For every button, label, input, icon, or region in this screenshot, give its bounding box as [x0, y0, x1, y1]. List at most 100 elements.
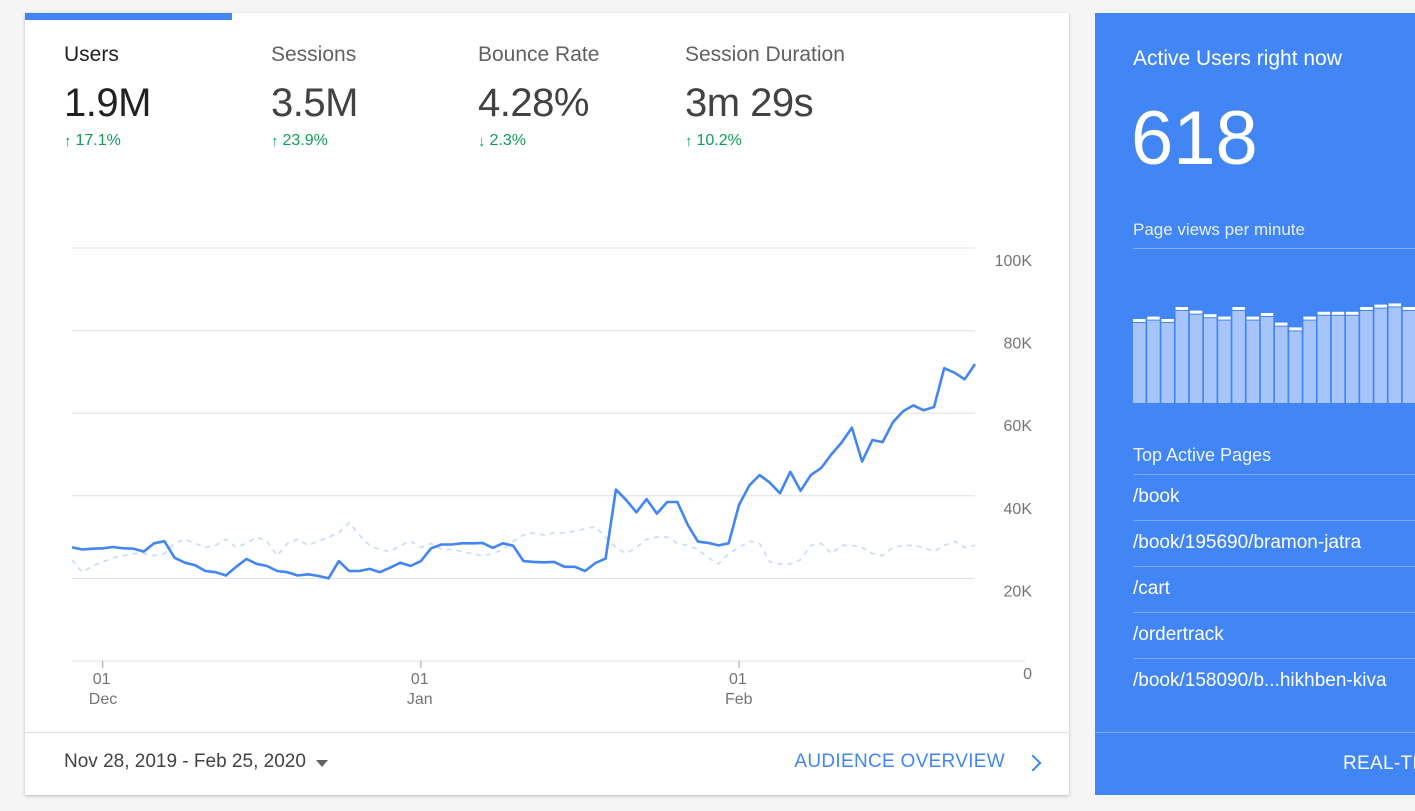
- pageviews-per-minute-chart: [1133, 303, 1415, 403]
- minibar-cap: [1346, 311, 1359, 315]
- metric-tab-users[interactable]: Users 1.9M ↑ 17.1%: [64, 43, 264, 150]
- realtime-report-link[interactable]: REAL-TI: [1343, 753, 1415, 774]
- metric-tab-bounce-rate[interactable]: Bounce Rate 4.28% ↓ 2.3%: [478, 43, 678, 150]
- minibar-cap: [1303, 316, 1316, 320]
- minibar-cap: [1218, 316, 1231, 320]
- minibar: [1246, 320, 1260, 403]
- metric-change: ↑ 23.9%: [271, 132, 471, 150]
- minibar: [1360, 311, 1373, 403]
- minibar-cap: [1402, 307, 1415, 310]
- y-tick-label: 60K: [1004, 418, 1033, 435]
- minibar-cap: [1246, 316, 1260, 320]
- y-tick-label: 0: [1023, 666, 1032, 683]
- active-users-count: 618: [1131, 96, 1258, 181]
- metric-change-value: 17.1%: [75, 132, 121, 149]
- metric-value: 3.5M: [271, 81, 358, 125]
- minibar-cap: [1289, 327, 1302, 331]
- minibar-cap: [1317, 311, 1331, 315]
- metric-change: ↑ 17.1%: [64, 132, 264, 150]
- minibar-cap: [1360, 307, 1373, 310]
- metric-value: 1.9M: [64, 81, 151, 125]
- minibar-cap: [1275, 322, 1288, 326]
- date-range-selector[interactable]: Nov 28, 2019 - Feb 25, 2020: [64, 751, 328, 773]
- metric-tab-sessions[interactable]: Sessions 3.5M ↑ 23.9%: [271, 43, 471, 150]
- minibar-cap: [1204, 314, 1217, 318]
- metric-change-value: 23.9%: [282, 132, 328, 149]
- minibar-cap: [1161, 319, 1174, 322]
- y-tick-label: 80K: [1004, 336, 1033, 353]
- arrow-down-icon: ↓: [478, 132, 486, 150]
- y-tick-label: 20K: [1004, 583, 1033, 600]
- date-range-label: Nov 28, 2019 - Feb 25, 2020: [64, 751, 306, 772]
- minibar: [1133, 323, 1146, 403]
- comparison-series-line: [71, 521, 976, 574]
- minibar: [1260, 317, 1274, 403]
- arrow-up-icon: ↑: [64, 132, 72, 150]
- pageviews-subtitle: Page views per minute: [1133, 220, 1305, 239]
- minibar: [1346, 315, 1359, 403]
- minibar-cap: [1189, 310, 1203, 314]
- audience-overview-label: AUDIENCE OVERVIEW: [794, 751, 1005, 772]
- list-item[interactable]: /book/195690/bramon-jatra: [1133, 520, 1415, 566]
- minibar: [1147, 320, 1160, 403]
- minibar-cap: [1374, 304, 1387, 308]
- metric-tab-session-duration[interactable]: Session Duration 3m 29s ↑ 10.2%: [685, 43, 885, 150]
- audience-overview-link[interactable]: AUDIENCE OVERVIEW: [794, 751, 1042, 773]
- metric-label: Session Duration: [685, 43, 845, 66]
- minibar-cap: [1388, 303, 1402, 307]
- minibar-cap: [1175, 307, 1189, 310]
- metric-label: Bounce Rate: [478, 43, 600, 66]
- x-tick-month: Jan: [407, 691, 433, 708]
- metric-change-value: 2.3%: [489, 132, 526, 149]
- minibar: [1232, 311, 1245, 403]
- y-tick-label: 40K: [1004, 501, 1033, 518]
- minibar: [1303, 320, 1316, 403]
- divider: [1133, 248, 1415, 249]
- x-tick-day: 01: [93, 671, 111, 688]
- metric-value: 4.28%: [478, 81, 589, 125]
- x-tick-day: 01: [411, 671, 429, 688]
- minibar-cap: [1331, 311, 1345, 315]
- metric-change: ↑ 10.2%: [685, 132, 885, 150]
- metric-label: Sessions: [271, 43, 357, 66]
- list-item[interactable]: /cart: [1133, 566, 1415, 612]
- metric-value: 3m 29s: [685, 81, 814, 125]
- minibar: [1175, 311, 1189, 403]
- divider: [1095, 732, 1415, 733]
- audience-card: Users 1.9M ↑ 17.1% Sessions 3.5M ↑ 23.9%…: [25, 13, 1069, 795]
- realtime-title: Active Users right now: [1133, 47, 1342, 70]
- x-tick-month: Feb: [725, 691, 753, 708]
- minibar: [1402, 311, 1415, 403]
- metric-change-value: 10.2%: [696, 132, 742, 149]
- minibar: [1204, 318, 1217, 403]
- minibar-cap: [1133, 319, 1146, 322]
- list-item[interactable]: /book: [1133, 474, 1415, 520]
- top-pages-heading: Top Active Pages: [1133, 445, 1272, 465]
- minibar: [1275, 326, 1288, 403]
- minibar-cap: [1260, 313, 1274, 316]
- arrow-up-icon: ↑: [685, 132, 693, 150]
- users-series-line: [71, 363, 977, 580]
- caret-down-icon: [315, 759, 328, 767]
- list-item[interactable]: /ordertrack: [1133, 612, 1415, 658]
- x-tick-day: 01: [729, 671, 747, 688]
- minibar-cap: [1147, 316, 1160, 320]
- minibar: [1317, 315, 1331, 403]
- minibar: [1289, 331, 1302, 403]
- list-item[interactable]: /book/158090/b...hikhben-kiva: [1133, 658, 1415, 704]
- metric-change: ↓ 2.3%: [478, 132, 678, 150]
- x-tick-month: Dec: [89, 691, 117, 708]
- minibar: [1388, 307, 1402, 403]
- minibar: [1218, 320, 1231, 403]
- arrow-up-icon: ↑: [271, 132, 279, 150]
- minibar-cap: [1232, 307, 1245, 310]
- users-trend-chart[interactable]: 0 20K 40K 60K 80K 100K 01 Dec 01 Jan 01 Feb: [25, 213, 1069, 713]
- minibar: [1374, 308, 1387, 403]
- minibar: [1331, 315, 1345, 403]
- top-pages-list: /book /book/195690/bramon-jatra /cart /o…: [1133, 474, 1415, 704]
- realtime-card: Active Users right now 618 Page views pe…: [1095, 13, 1415, 795]
- chevron-right-icon: [1024, 754, 1042, 771]
- y-tick-label: 100K: [995, 253, 1033, 270]
- minibar: [1189, 314, 1203, 403]
- active-metric-indicator: [25, 13, 232, 20]
